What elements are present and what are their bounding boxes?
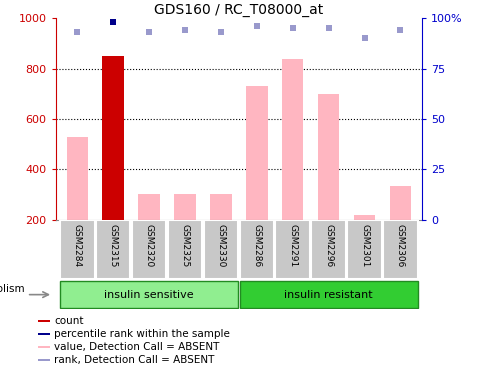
Bar — [167, 220, 202, 279]
Bar — [382, 220, 417, 279]
Bar — [60, 220, 94, 279]
Text: GSM2325: GSM2325 — [180, 224, 189, 267]
Text: GSM2286: GSM2286 — [252, 224, 261, 267]
Text: GSM2296: GSM2296 — [323, 224, 333, 267]
Point — [145, 29, 152, 35]
Point — [324, 26, 332, 31]
Text: GSM2330: GSM2330 — [216, 224, 225, 267]
Title: GDS160 / RC_T08000_at: GDS160 / RC_T08000_at — [154, 3, 323, 17]
Point — [253, 23, 260, 29]
Bar — [389, 186, 410, 220]
Bar — [60, 281, 238, 308]
Text: insulin resistant: insulin resistant — [284, 290, 372, 300]
Bar — [239, 281, 417, 308]
Bar — [38, 333, 50, 335]
Text: percentile rank within the sample: percentile rank within the sample — [54, 329, 230, 339]
Bar — [96, 220, 130, 279]
Text: GSM2315: GSM2315 — [108, 224, 118, 267]
Bar — [138, 194, 160, 220]
Point — [396, 27, 404, 33]
Point — [73, 29, 81, 35]
Bar — [347, 220, 381, 279]
Bar — [203, 220, 238, 279]
Bar — [245, 86, 267, 220]
Point — [109, 19, 117, 25]
Bar — [353, 214, 375, 220]
Text: GSM2284: GSM2284 — [73, 224, 82, 267]
Text: rank, Detection Call = ABSENT: rank, Detection Call = ABSENT — [54, 355, 214, 365]
Text: metabolism: metabolism — [0, 284, 25, 294]
Bar — [311, 220, 345, 279]
Bar — [38, 359, 50, 361]
Text: GSM2301: GSM2301 — [359, 224, 368, 267]
Bar — [281, 59, 303, 220]
Text: GSM2291: GSM2291 — [287, 224, 297, 267]
Point — [360, 36, 368, 41]
Text: GSM2320: GSM2320 — [144, 224, 153, 267]
Bar — [317, 94, 339, 220]
Bar — [66, 137, 88, 220]
Text: value, Detection Call = ABSENT: value, Detection Call = ABSENT — [54, 342, 219, 352]
Text: insulin sensitive: insulin sensitive — [104, 290, 194, 300]
Text: GSM2306: GSM2306 — [395, 224, 404, 267]
Bar — [38, 346, 50, 348]
Bar — [239, 220, 273, 279]
Bar — [210, 194, 231, 220]
Bar — [102, 56, 124, 220]
Point — [288, 26, 296, 31]
Bar — [275, 220, 309, 279]
Text: count: count — [54, 315, 84, 326]
Bar — [132, 220, 166, 279]
Point — [216, 29, 224, 35]
Point — [181, 27, 188, 33]
Bar — [174, 194, 196, 220]
Bar — [38, 320, 50, 321]
